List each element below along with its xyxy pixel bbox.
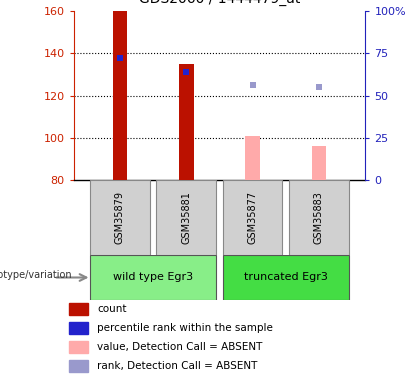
Title: GDS2060 / 1444479_at: GDS2060 / 1444479_at — [139, 0, 300, 6]
Text: GSM35877: GSM35877 — [248, 191, 257, 244]
Text: rank, Detection Call = ABSENT: rank, Detection Call = ABSENT — [97, 361, 257, 370]
Text: GSM35883: GSM35883 — [314, 191, 324, 244]
Bar — [90, 255, 216, 300]
Text: percentile rank within the sample: percentile rank within the sample — [97, 323, 273, 333]
Text: genotype/variation: genotype/variation — [0, 270, 72, 280]
Text: GSM35881: GSM35881 — [181, 191, 191, 244]
Bar — [312, 146, 326, 180]
Bar — [68, 322, 88, 334]
Bar — [68, 360, 88, 372]
Text: count: count — [97, 304, 126, 314]
Text: GSM35879: GSM35879 — [115, 191, 125, 244]
Bar — [68, 341, 88, 353]
Bar — [68, 303, 88, 315]
Bar — [179, 64, 194, 180]
Bar — [113, 11, 127, 180]
Text: wild type Egr3: wild type Egr3 — [113, 273, 193, 282]
Bar — [223, 255, 349, 300]
Bar — [245, 136, 260, 180]
Bar — [289, 180, 349, 255]
Bar — [156, 180, 216, 255]
Text: truncated Egr3: truncated Egr3 — [244, 273, 328, 282]
Bar — [90, 180, 150, 255]
Bar — [223, 180, 283, 255]
Text: value, Detection Call = ABSENT: value, Detection Call = ABSENT — [97, 342, 262, 352]
